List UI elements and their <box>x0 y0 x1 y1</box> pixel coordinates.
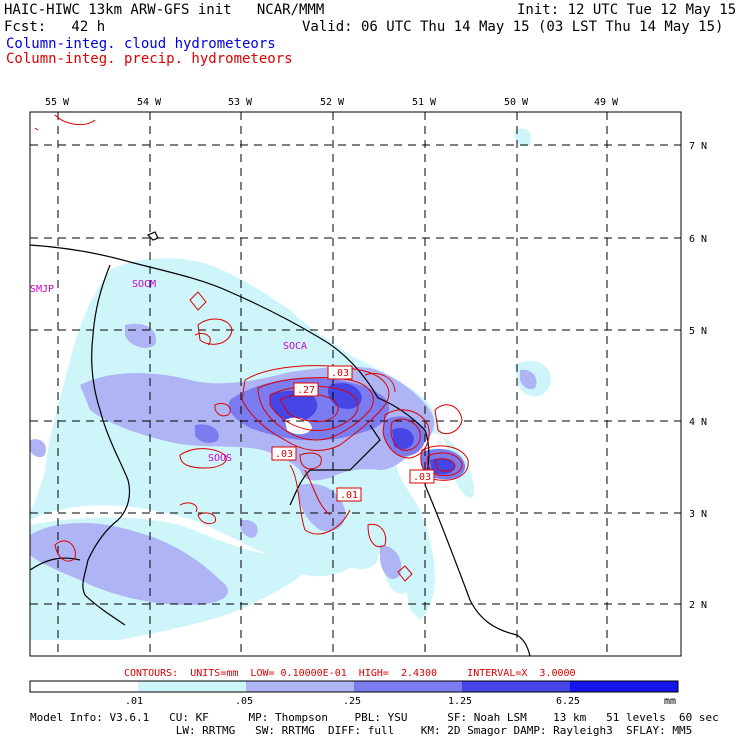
coastline <box>29 231 531 657</box>
valid-time: Valid: 06 UTC Thu 14 May 15 (03 LST Thu … <box>302 19 724 35</box>
lon-label: 50 W <box>504 97 529 108</box>
colorbar-tick: .05 <box>235 696 253 707</box>
lon-label: 52 W <box>320 97 345 108</box>
lat-label: 2 N <box>689 600 707 611</box>
model-info-line2: LW: RRTMG SW: RRTMG DIFF: full KM: 2D Sm… <box>30 724 693 737</box>
longitude-labels: 55 W 54 W 53 W 52 W 51 W 50 W 49 W <box>45 97 619 108</box>
colorbar: .01 .05 .25 1.25 6.25 mm <box>29 680 679 707</box>
contour-label: .03 <box>275 449 293 460</box>
contour-label: .03 <box>413 472 431 483</box>
lon-label: 55 W <box>45 97 70 108</box>
contour-label: .01 <box>340 490 358 501</box>
colorbar-tick: .01 <box>125 696 143 707</box>
latitude-labels: 7 N 6 N 5 N 4 N 3 N 2 N <box>689 141 707 611</box>
lat-label: 6 N <box>689 234 707 245</box>
lon-label: 54 W <box>137 97 162 108</box>
colorbar-tick: 1.25 <box>448 696 472 707</box>
station-label: SOCA <box>283 341 307 352</box>
map-frame <box>29 111 682 657</box>
model-title: HAIC-HIWC 13km ARW-GFS init NCAR/MMM <box>4 2 325 18</box>
init-time: Init: 12 UTC Tue 12 May 15 <box>517 2 737 18</box>
lat-label: 5 N <box>689 326 707 337</box>
lon-label: 53 W <box>228 97 253 108</box>
lat-label: 4 N <box>689 417 707 428</box>
station-label: SMJP <box>30 284 54 295</box>
colorbar-tick: .25 <box>343 696 361 707</box>
forecast-hour: Fcst: 42 h <box>4 19 106 35</box>
station-label: SOCM <box>132 279 156 290</box>
colorbar-units: mm <box>664 696 676 707</box>
lon-label: 51 W <box>412 97 437 108</box>
lat-lon-grid <box>30 112 681 656</box>
contour-label: .27 <box>297 385 315 396</box>
lon-label: 49 W <box>594 97 619 108</box>
contour-info: CONTOURS: UNITS=mm LOW= 0.10000E-01 HIGH… <box>124 668 576 679</box>
contour-label: .03 <box>331 368 349 379</box>
colorbar-tick: 6.25 <box>556 696 580 707</box>
cloud-hydrometeor-shading <box>30 128 551 640</box>
station-label: SOOS <box>208 453 232 464</box>
lat-label: 3 N <box>689 509 707 520</box>
contour-label-group: .03 .27 .03 .01 .03 <box>271 365 435 502</box>
lat-label: 7 N <box>689 141 707 152</box>
field-cloud-label: Column-integ. cloud hydrometeors <box>6 36 276 52</box>
station-labels: SMJP SOCM SOCA SOOS <box>30 279 307 464</box>
field-precip-label: Column-integ. precip. hydrometeors <box>6 51 293 67</box>
model-info-line1: Model Info: V3.6.1 CU: KF MP: Thompson P… <box>30 711 719 724</box>
